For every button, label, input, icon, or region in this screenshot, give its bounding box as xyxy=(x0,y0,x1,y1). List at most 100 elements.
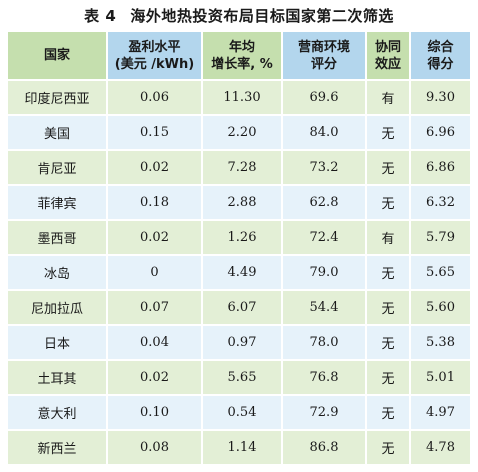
table-caption: 表 4 海外地热投资布局目标国家第二次筛选 xyxy=(0,6,478,26)
header-country: 国家 xyxy=(8,32,108,81)
cell-growth-rate: 1.14 xyxy=(203,431,283,466)
cell-synergy: 无 xyxy=(367,431,411,466)
cell-country: 美国 xyxy=(8,116,108,151)
cell-growth-rate: 0.54 xyxy=(203,396,283,431)
header-line: 效应 xyxy=(374,56,401,72)
header-line: 盈利水平 xyxy=(128,39,181,55)
cell-synergy: 无 xyxy=(367,361,411,396)
cell-growth-rate: 4.49 xyxy=(203,256,283,291)
cell-synergy: 有 xyxy=(367,221,411,256)
cell-business-score: 69.6 xyxy=(283,81,367,116)
cell-overall-score: 5.65 xyxy=(411,256,470,291)
cell-business-score: 79.0 xyxy=(283,256,367,291)
header-line: 综合 xyxy=(427,39,454,55)
header-growth-rate: 年均 增长率, % xyxy=(203,32,283,81)
table-title: 海外地热投资布局目标国家第二次筛选 xyxy=(130,7,394,25)
cell-synergy: 有 xyxy=(367,81,411,116)
cell-overall-score: 6.86 xyxy=(411,151,470,186)
cell-overall-score: 5.01 xyxy=(411,361,470,396)
cell-profitability: 0.06 xyxy=(108,81,203,116)
cell-business-score: 54.4 xyxy=(283,291,367,326)
header-line: 评分 xyxy=(310,56,337,72)
table-body: 印度尼西亚 0.06 11.30 69.6 有 9.30 美国 0.15 2.20 84.0 无 6.… xyxy=(8,81,470,466)
header-line: (美元 /kWh) xyxy=(114,56,195,72)
cell-synergy: 无 xyxy=(367,291,411,326)
cell-growth-rate: 0.97 xyxy=(203,326,283,361)
cell-growth-rate: 7.28 xyxy=(203,151,283,186)
cell-overall-score: 5.60 xyxy=(411,291,470,326)
cell-overall-score: 5.38 xyxy=(411,326,470,361)
cell-country: 尼加拉瓜 xyxy=(8,291,108,326)
cell-business-score: 86.8 xyxy=(283,431,367,466)
header-line: 营商环境 xyxy=(297,39,350,55)
cell-overall-score: 4.97 xyxy=(411,396,470,431)
cell-business-score: 72.4 xyxy=(283,221,367,256)
header-line: 国家 xyxy=(43,48,70,63)
cell-growth-rate: 2.88 xyxy=(203,186,283,221)
cell-business-score: 78.0 xyxy=(283,326,367,361)
cell-business-score: 62.8 xyxy=(283,186,367,221)
cell-growth-rate: 2.20 xyxy=(203,116,283,151)
cell-growth-rate: 1.26 xyxy=(203,221,283,256)
cell-synergy: 无 xyxy=(367,326,411,361)
header-line: 协同 xyxy=(374,39,401,55)
table-row: 肯尼亚 0.02 7.28 73.2 无 6.86 xyxy=(8,151,470,186)
cell-country: 日本 xyxy=(8,326,108,361)
header-line: 增长率, % xyxy=(211,56,273,72)
cell-business-score: 72.9 xyxy=(283,396,367,431)
table-row: 新西兰 0.08 1.14 86.8 无 4.78 xyxy=(8,431,470,466)
cell-business-score: 84.0 xyxy=(283,116,367,151)
cell-profitability: 0.18 xyxy=(108,186,203,221)
cell-country: 菲律宾 xyxy=(8,186,108,221)
cell-profitability: 0 xyxy=(108,256,203,291)
header-row: 国家 盈利水平 (美元 /kWh) 年均 增长率, % 营商环境 评分 协同 效… xyxy=(8,32,470,81)
header-synergy: 协同 效应 xyxy=(367,32,411,81)
cell-profitability: 0.02 xyxy=(108,361,203,396)
table-row: 美国 0.15 2.20 84.0 无 6.96 xyxy=(8,116,470,151)
cell-profitability: 0.02 xyxy=(108,151,203,186)
table-row: 土耳其 0.02 5.65 76.8 无 5.01 xyxy=(8,361,470,396)
table-row: 尼加拉瓜 0.07 6.07 54.4 无 5.60 xyxy=(8,291,470,326)
cell-synergy: 无 xyxy=(367,116,411,151)
cell-profitability: 0.10 xyxy=(108,396,203,431)
cell-growth-rate: 6.07 xyxy=(203,291,283,326)
cell-profitability: 0.07 xyxy=(108,291,203,326)
table-row: 意大利 0.10 0.54 72.9 无 4.97 xyxy=(8,396,470,431)
cell-overall-score: 9.30 xyxy=(411,81,470,116)
cell-profitability: 0.15 xyxy=(108,116,203,151)
cell-synergy: 无 xyxy=(367,186,411,221)
header-business-score: 营商环境 评分 xyxy=(283,32,367,81)
cell-country: 土耳其 xyxy=(8,361,108,396)
cell-overall-score: 6.32 xyxy=(411,186,470,221)
screening-table: 国家 盈利水平 (美元 /kWh) 年均 增长率, % 营商环境 评分 协同 效… xyxy=(8,32,470,466)
cell-growth-rate: 11.30 xyxy=(203,81,283,116)
cell-country: 新西兰 xyxy=(8,431,108,466)
cell-growth-rate: 5.65 xyxy=(203,361,283,396)
table-row: 菲律宾 0.18 2.88 62.8 无 6.32 xyxy=(8,186,470,221)
cell-synergy: 无 xyxy=(367,151,411,186)
cell-country: 肯尼亚 xyxy=(8,151,108,186)
table-row: 印度尼西亚 0.06 11.30 69.6 有 9.30 xyxy=(8,81,470,116)
cell-overall-score: 6.96 xyxy=(411,116,470,151)
table-row: 日本 0.04 0.97 78.0 无 5.38 xyxy=(8,326,470,361)
cell-country: 意大利 xyxy=(8,396,108,431)
header-profitability: 盈利水平 (美元 /kWh) xyxy=(108,32,203,81)
cell-profitability: 0.08 xyxy=(108,431,203,466)
table-row: 冰岛 0 4.49 79.0 无 5.65 xyxy=(8,256,470,291)
table-number: 表 4 xyxy=(84,7,117,25)
cell-profitability: 0.04 xyxy=(108,326,203,361)
cell-overall-score: 5.79 xyxy=(411,221,470,256)
header-line: 年均 xyxy=(228,39,255,55)
cell-profitability: 0.02 xyxy=(108,221,203,256)
cell-country: 印度尼西亚 xyxy=(8,81,108,116)
cell-country: 墨西哥 xyxy=(8,221,108,256)
cell-business-score: 73.2 xyxy=(283,151,367,186)
cell-synergy: 无 xyxy=(367,396,411,431)
header-overall-score: 综合 得分 xyxy=(411,32,470,81)
header-line: 得分 xyxy=(427,56,454,72)
cell-business-score: 76.8 xyxy=(283,361,367,396)
cell-overall-score: 4.78 xyxy=(411,431,470,466)
table-row: 墨西哥 0.02 1.26 72.4 有 5.79 xyxy=(8,221,470,256)
cell-country: 冰岛 xyxy=(8,256,108,291)
